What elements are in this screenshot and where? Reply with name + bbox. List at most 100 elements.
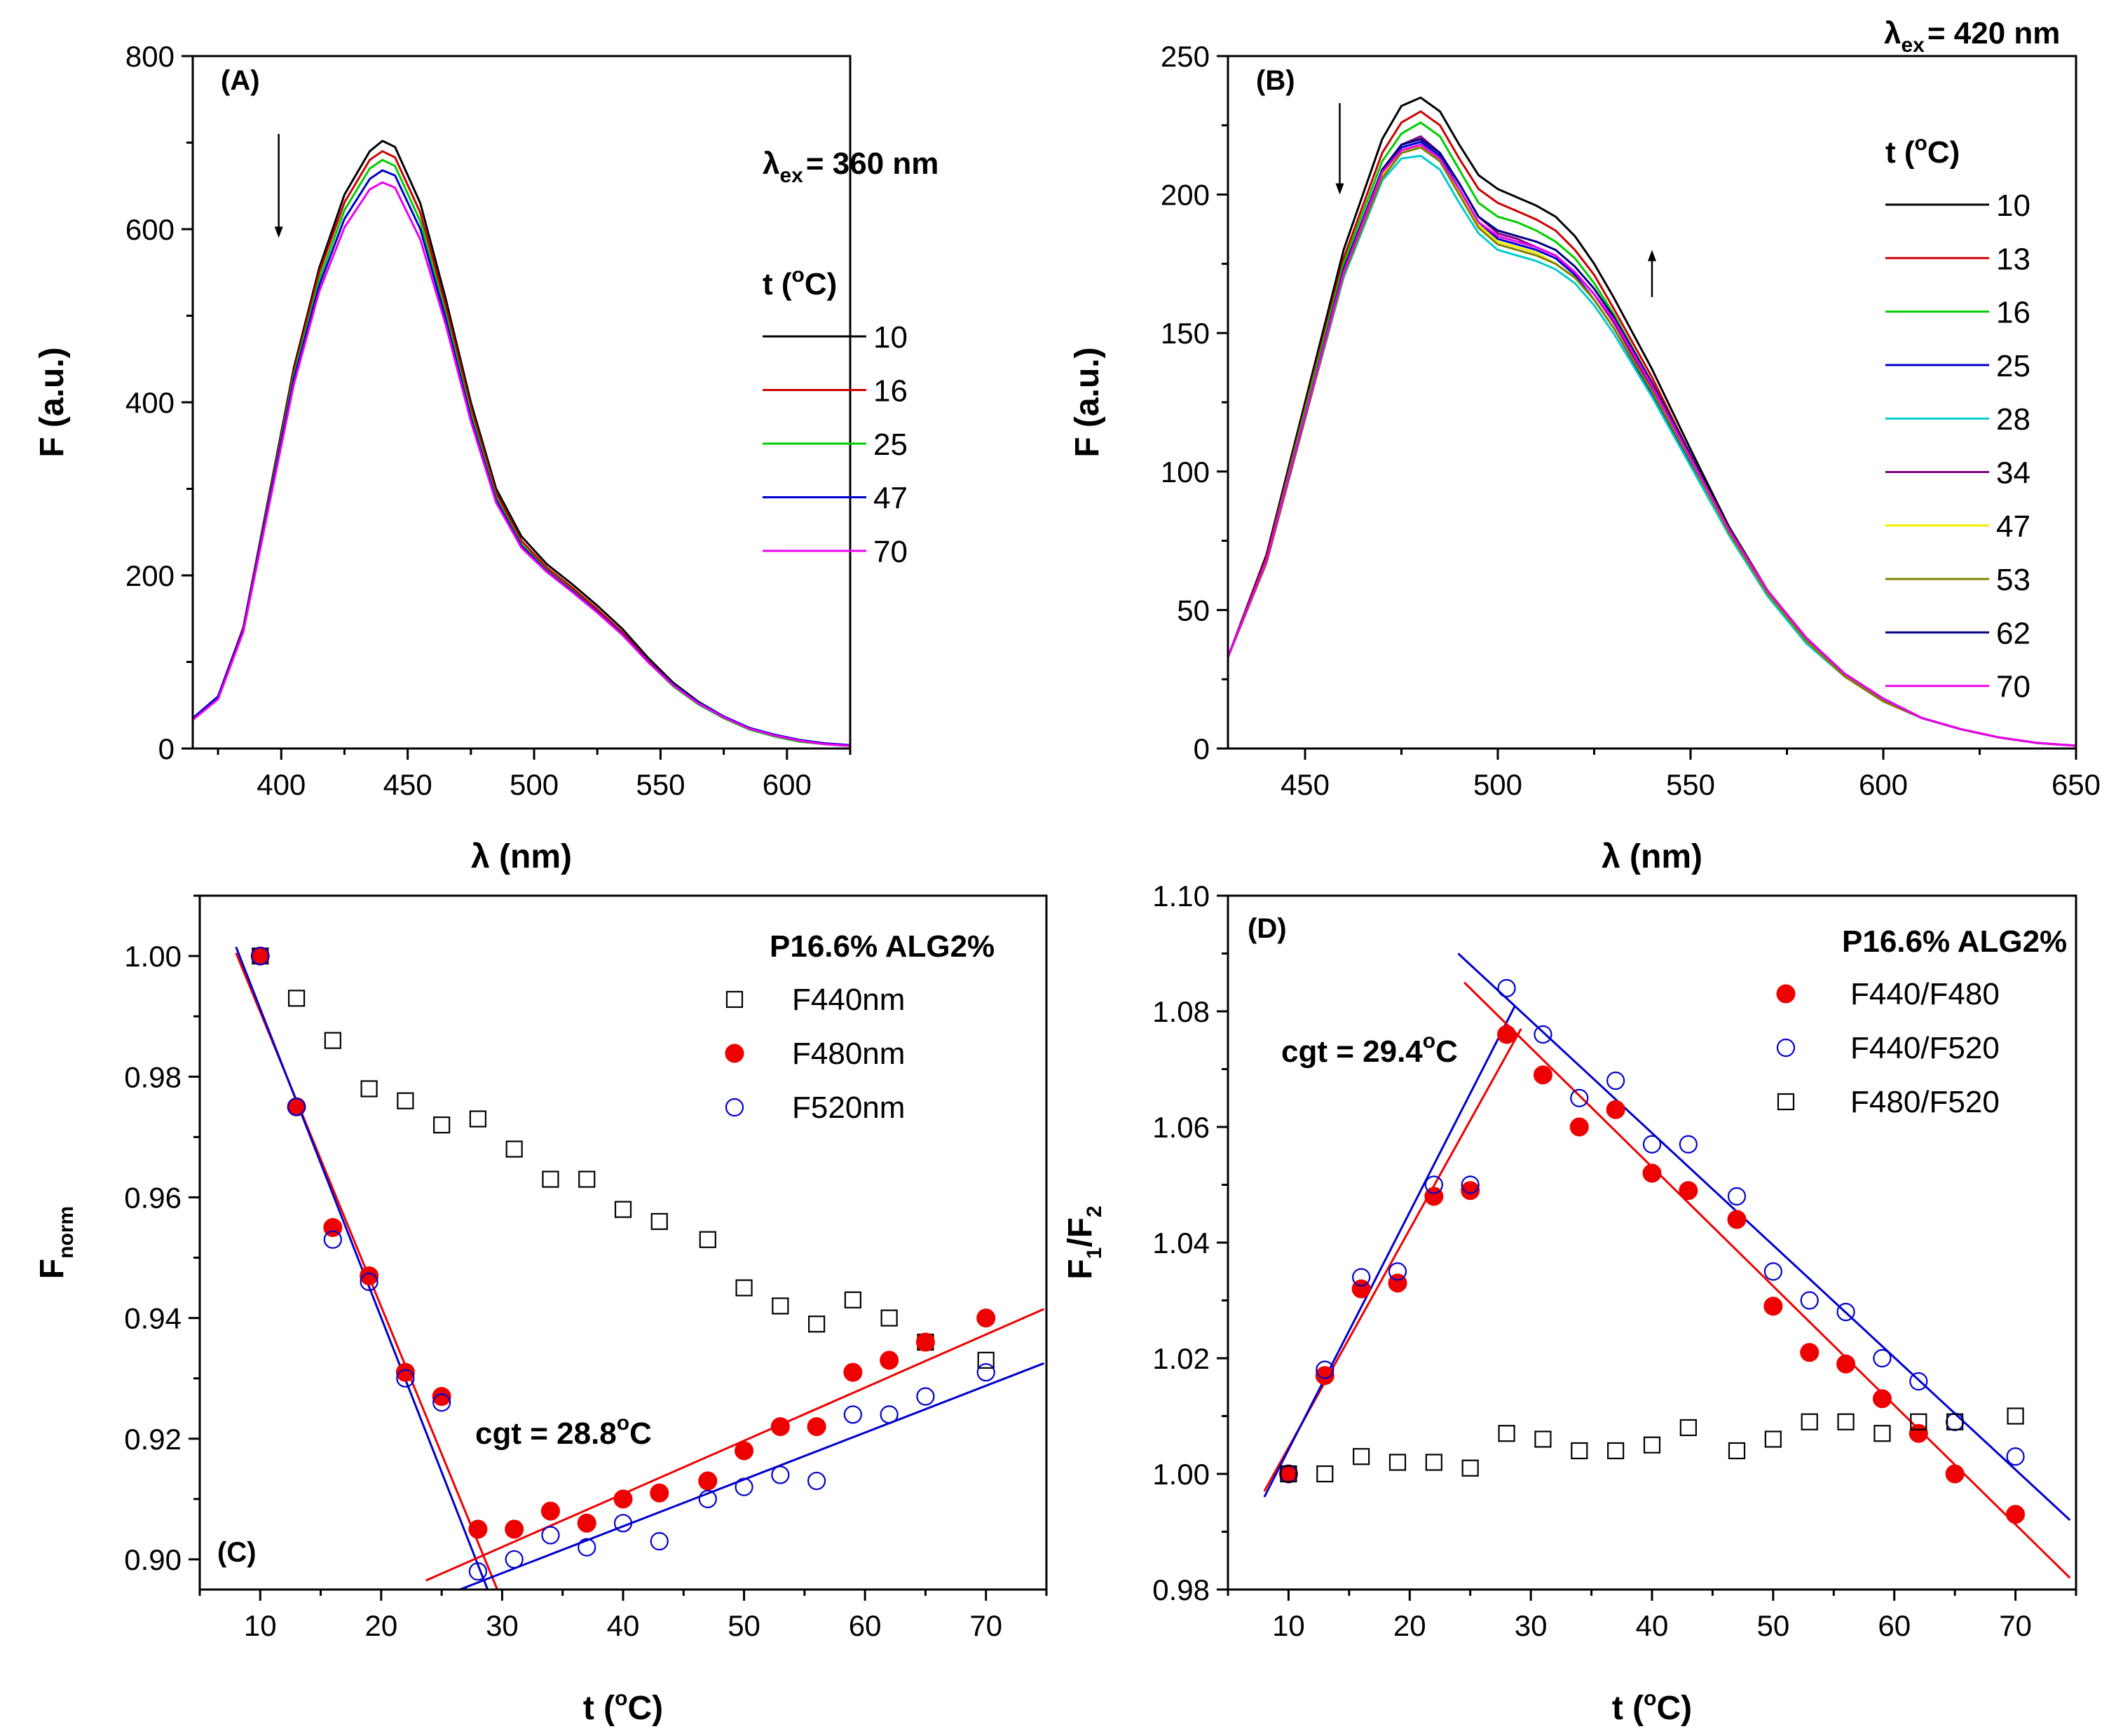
data-point-F520nm [771, 1465, 790, 1484]
cgt-annotation: cgt = 29.4oC [1281, 1030, 1458, 1069]
legend-entry: 70 [1996, 670, 2030, 704]
data-point-F480/F520 [1607, 1442, 1625, 1460]
data-point-F480/F520 [1679, 1419, 1697, 1437]
x-tick-label: 40 [607, 1609, 640, 1642]
data-point-F480nm [915, 1332, 935, 1352]
x-tick-label: 30 [486, 1609, 519, 1642]
legend-marker [1777, 1093, 1795, 1111]
legend-entry: 13 [1996, 242, 2030, 276]
data-point-F440nm [977, 1351, 995, 1369]
data-point-F480nm [540, 1501, 560, 1521]
panel-B: 450 500 550 600 650 0 50 100 150 200 250 (B) λ (nm) F… [1069, 16, 2101, 875]
y-axis-title: Fnorm [34, 1206, 78, 1279]
y-tick-label: 1.04 [1152, 1226, 1210, 1259]
data-point-F440/F520 [1534, 1025, 1552, 1044]
data-point-F480nm [770, 1417, 790, 1437]
data-point-F480/F520 [1316, 1465, 1334, 1483]
y-tick-label: 1.02 [1152, 1342, 1210, 1375]
series-line-10 [193, 139, 850, 747]
arrow-head [274, 226, 283, 238]
legend-marker [725, 990, 744, 1009]
y-tick-label: 1.00 [124, 940, 182, 973]
x-tick-label: 50 [1756, 1609, 1789, 1642]
data-point-F440nm [397, 1092, 414, 1109]
fit-line [1457, 952, 2071, 1522]
data-point-F480/F520 [1388, 1454, 1407, 1471]
data-point-F480nm [976, 1308, 996, 1328]
fit-line [235, 946, 489, 1590]
data-point-F520nm [468, 1562, 488, 1581]
data-point-F440/F480 [1727, 1210, 1747, 1229]
y-tick-label: 1.06 [1152, 1111, 1210, 1144]
data-point-F440/F520 [1497, 978, 1516, 998]
arrow-head [1648, 250, 1656, 261]
data-point-F480/F520 [1461, 1459, 1479, 1477]
data-point-F480nm [577, 1513, 596, 1533]
legend-entry: 10 [873, 320, 908, 355]
y-tick-label: 250 [1161, 40, 1210, 73]
x-tick-label: 550 [636, 768, 685, 801]
y-tick-label: 0 [158, 732, 175, 765]
data-point-F440/F520 [1606, 1071, 1625, 1091]
data-point-F480nm [395, 1362, 415, 1382]
data-point-F440/F480 [1497, 1025, 1517, 1044]
data-point-F440nm [699, 1231, 716, 1248]
legend-title: t (oC) [1885, 132, 1960, 170]
legend-entry: 62 [1996, 616, 2030, 650]
x-tick-label: 450 [383, 768, 432, 801]
data-point-F440/F480 [1679, 1181, 1698, 1201]
scatter-group [1263, 952, 2071, 1579]
data-point-F520nm [735, 1477, 753, 1496]
data-point-F440/F480 [1533, 1065, 1552, 1085]
fit-line [1463, 981, 2071, 1579]
data-point-F440nm [542, 1170, 559, 1188]
data-point-F440/F480 [1461, 1181, 1480, 1201]
x-tick-label: 70 [969, 1609, 1002, 1642]
legend-entry: 16 [1996, 296, 2030, 330]
cgt-annotation: cgt = 28.8oC [475, 1412, 652, 1451]
x-tick-label: 20 [364, 1609, 397, 1642]
data-point-F440/F520 [1352, 1268, 1371, 1287]
data-point-F440nm [433, 1116, 451, 1134]
x-axis-title: λ (nm) [1602, 838, 1702, 875]
data-point-F440/F480 [1872, 1389, 1892, 1409]
data-point-F480/F520 [1643, 1436, 1661, 1454]
legend-marker [1776, 984, 1796, 1004]
legend-entry: 28 [1996, 402, 2030, 437]
data-point-F480nm [880, 1351, 899, 1370]
series-line-13 [1228, 110, 2076, 747]
y-tick-label: 0.96 [124, 1181, 182, 1214]
data-point-F480nm [432, 1387, 451, 1407]
legend-marker [725, 1044, 744, 1063]
data-point-F520nm [541, 1526, 560, 1545]
data-point-F440/F520 [1570, 1088, 1589, 1107]
y-tick-label: 150 [1161, 317, 1210, 350]
series-line-25 [193, 158, 850, 747]
fit-line [425, 1308, 1045, 1582]
data-point-F440nm [808, 1315, 826, 1333]
data-point-F440/F480 [1606, 1100, 1625, 1119]
data-point-F480/F520 [1280, 1465, 1297, 1483]
data-point-F440nm [735, 1279, 753, 1297]
legend-entry: F480nm [792, 1037, 905, 1071]
x-tick-label: 600 [763, 768, 812, 801]
y-tick-label: 0.98 [1152, 1573, 1210, 1606]
data-point-F440/F520 [2006, 1447, 2025, 1466]
x-tick-label: 500 [510, 768, 559, 801]
data-point-F440nm [844, 1291, 861, 1308]
legend-entry: 10 [1996, 189, 2030, 223]
excitation-label: λex= 360 nm [763, 146, 938, 187]
data-point-F440/F480 [2006, 1505, 2026, 1524]
data-point-F520nm [916, 1387, 935, 1406]
data-point-F480/F520 [1425, 1454, 1442, 1471]
data-point-F440nm [324, 1032, 341, 1049]
data-point-F440/F480 [1945, 1464, 1965, 1484]
data-point-F520nm [807, 1471, 826, 1491]
series-group [1228, 96, 2076, 747]
data-point-F440/F520 [1763, 1262, 1782, 1281]
legend-entry: 34 [1996, 456, 2030, 491]
legend-entry: F520nm [792, 1091, 905, 1125]
panel-A: 400 450 500 550 600 0 200 400 600 800 (A) λ (nm) F (… [34, 40, 938, 875]
x-tick-label: 60 [1878, 1609, 1911, 1642]
